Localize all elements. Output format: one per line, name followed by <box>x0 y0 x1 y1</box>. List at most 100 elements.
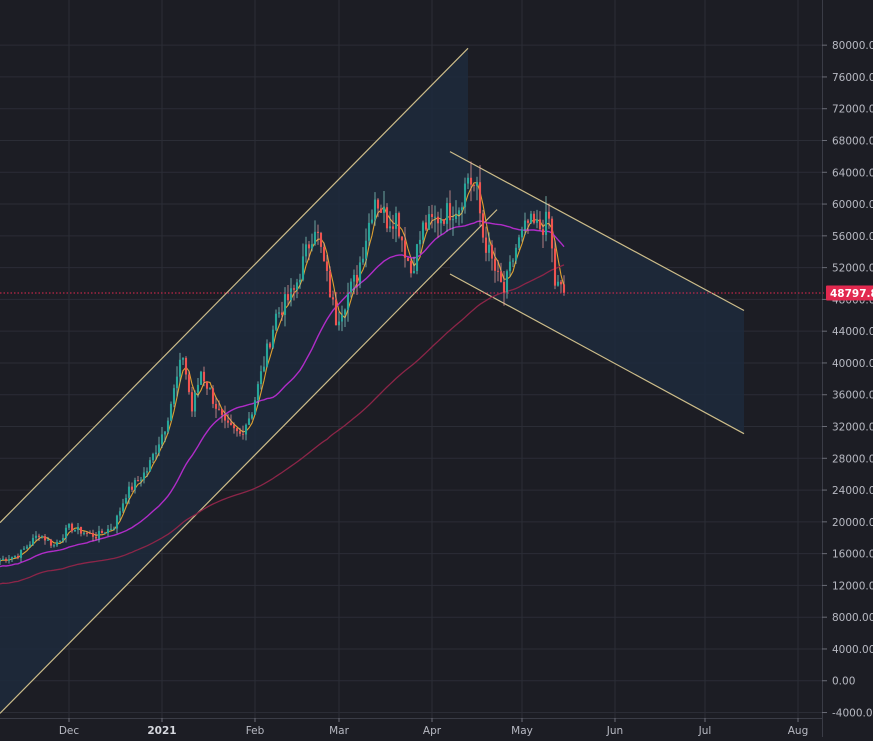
x-tick-label: 2021 <box>147 725 176 737</box>
candle-body <box>247 418 251 425</box>
y-tick-label: 80000.00 <box>832 40 873 52</box>
x-tick-label: Feb <box>246 725 265 737</box>
falling-channel-top <box>449 151 745 312</box>
candle-body <box>385 207 389 229</box>
candle-body <box>4 558 8 561</box>
candle-body <box>538 219 542 230</box>
candle-body <box>280 312 284 316</box>
x-axis[interactable]: Dec 2021 Feb Mar Apr May Jun Jul Aug <box>0 718 822 737</box>
candle-body <box>301 256 305 280</box>
candle-body <box>349 281 353 294</box>
candle-body <box>331 297 335 300</box>
x-tick-label: Jun <box>606 725 623 737</box>
candle-body <box>445 203 449 224</box>
candle-body <box>268 343 272 348</box>
candle-body <box>469 177 473 185</box>
candle-body <box>463 183 467 208</box>
candle-body <box>226 420 230 423</box>
x-tick-label: Jul <box>698 725 712 737</box>
candle-body <box>475 182 479 186</box>
candle-body <box>52 545 56 547</box>
candle-body <box>199 371 203 385</box>
candle-body <box>235 428 239 432</box>
candle-body <box>514 247 518 261</box>
candle-body <box>127 486 131 498</box>
candle-body <box>547 211 551 219</box>
candle-body <box>334 299 338 326</box>
channel-fills <box>0 48 744 714</box>
candle-body <box>562 284 566 294</box>
y-axis[interactable]: 80000.00 76000.00 72000.00 68000.00 64000.00… <box>822 0 873 737</box>
y-tick-label: 40000.00 <box>832 358 873 370</box>
candle-body <box>181 357 185 360</box>
x-tick-label: May <box>511 725 533 737</box>
candle-body <box>424 222 428 230</box>
y-tick-label: 32000.00 <box>832 422 873 434</box>
candle-body <box>0 560 2 562</box>
candle-body <box>223 414 227 421</box>
candle-body <box>7 559 11 561</box>
candle-body <box>481 213 485 238</box>
candle-body <box>139 479 143 481</box>
candle-body <box>97 530 101 539</box>
rising-channel-fill <box>0 48 468 714</box>
x-tick-label: Aug <box>788 725 809 737</box>
y-tick-label: 28000.00 <box>832 453 873 465</box>
candle-body <box>541 229 545 235</box>
candle-body <box>544 211 548 235</box>
candle-body <box>295 282 299 290</box>
candle-body <box>46 539 50 541</box>
candle-body <box>136 480 140 482</box>
candle-body <box>151 453 155 461</box>
candle-body <box>61 538 65 541</box>
candle-body <box>439 219 443 224</box>
candle-body <box>10 557 14 560</box>
candle-body <box>76 526 80 530</box>
y-tick-label: 64000.00 <box>832 167 873 179</box>
candle-body <box>166 420 170 432</box>
candle-body <box>91 532 95 537</box>
y-tick-label: 76000.00 <box>832 72 873 84</box>
candle-body <box>262 366 266 372</box>
candle-body <box>214 403 218 409</box>
candle-body <box>415 244 419 271</box>
candle-body <box>493 258 497 271</box>
candle-body <box>496 270 500 272</box>
trend-lines <box>0 47 745 714</box>
candle-body <box>109 528 113 530</box>
candle-body <box>526 220 530 223</box>
candle-body <box>310 244 314 249</box>
candle-body <box>457 210 461 215</box>
candle-body <box>16 555 20 558</box>
candle-body <box>472 184 476 186</box>
candle-body <box>103 532 107 534</box>
candle-body <box>511 260 515 262</box>
candle-body <box>49 539 53 546</box>
candle-body <box>466 177 470 184</box>
y-tick-label: 0.00 <box>832 676 855 688</box>
y-tick-label: 56000.00 <box>832 231 873 243</box>
candle-body <box>433 216 437 218</box>
candle-body <box>88 532 92 534</box>
falling-channel-bottom <box>449 273 745 435</box>
candle-body <box>142 472 146 480</box>
candle-body <box>82 532 86 534</box>
candle-body <box>175 376 179 389</box>
candle-body <box>286 294 290 301</box>
candle-body <box>256 384 260 401</box>
candle-body <box>337 321 341 326</box>
candle-body <box>85 532 89 534</box>
candle-body <box>298 279 302 283</box>
candle-body <box>478 182 482 214</box>
ma-slow-line <box>0 264 565 585</box>
candle-body <box>163 431 167 435</box>
y-tick-label: 52000.00 <box>832 263 873 275</box>
candle-body <box>118 511 122 516</box>
y-tick-label: 4000.00 <box>832 644 873 656</box>
candle-body <box>157 444 161 453</box>
candle-body <box>232 425 236 429</box>
candle-body <box>271 329 275 348</box>
y-tick-label: 68000.00 <box>832 135 873 147</box>
ma-mid-line <box>0 220 565 568</box>
